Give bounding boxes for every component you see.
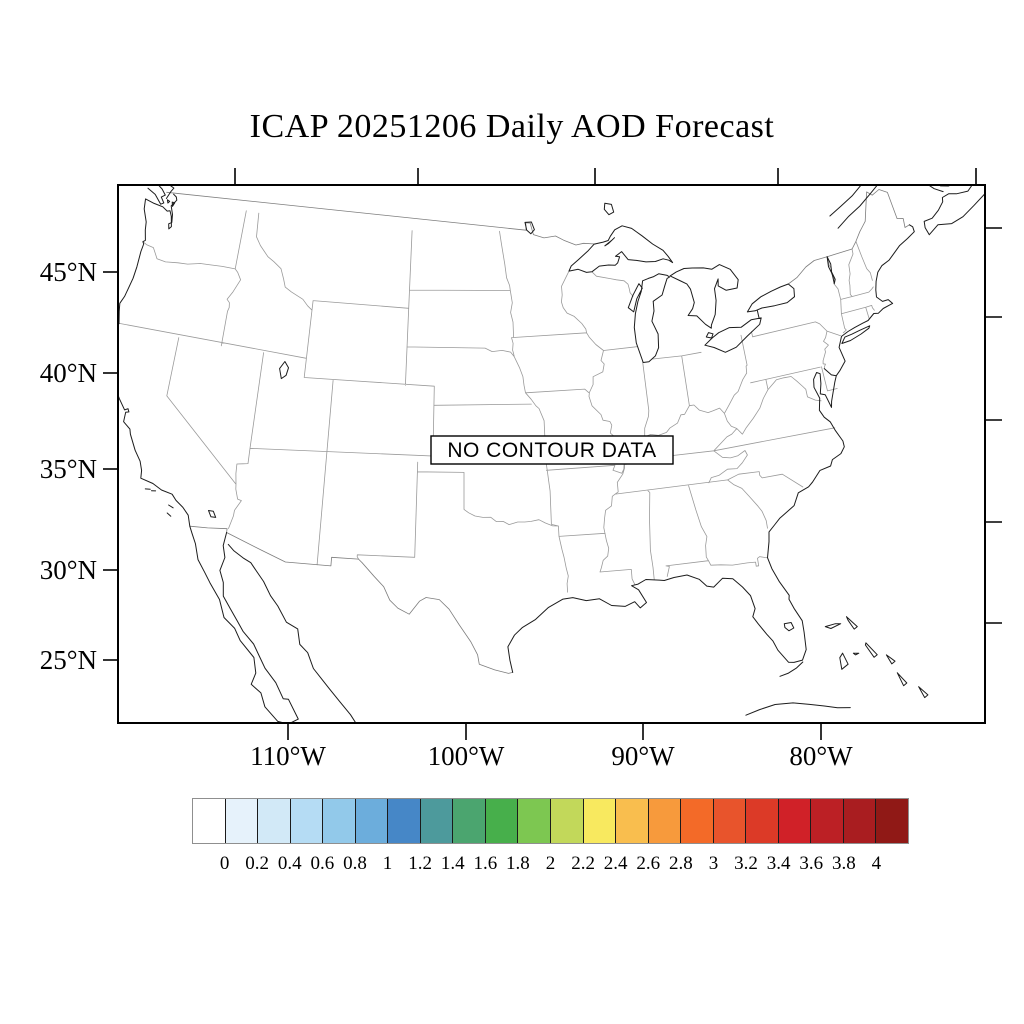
plot-title: ICAP 20251206 Daily AOD Forecast [249, 108, 775, 145]
colorbar-cell-7 [420, 799, 454, 843]
colorbar-cell-11 [551, 799, 584, 843]
colorbar-cell-19 [811, 799, 844, 843]
colorbar-cell-20 [843, 799, 877, 843]
lat-tick-label: 25°N [40, 645, 97, 675]
lon-tick-label: 110°W [250, 741, 326, 771]
colorbar-cell-0 [193, 799, 226, 843]
colorbar-cell-2 [258, 799, 291, 843]
colorbar-tick-label: 2 [545, 853, 556, 874]
lat-tick-label: 30°N [40, 555, 97, 585]
colorbar-cell-16 [713, 799, 747, 843]
colorbar-tick-label: 3.4 [766, 853, 791, 874]
lat-tick-label: 45°N [40, 257, 97, 287]
colorbar-tick-label: 0.6 [310, 853, 335, 874]
lat-tick-label: 35°N [40, 454, 97, 484]
colorbar-tick-label: 0.8 [343, 853, 367, 874]
colorbar-tick-label: 1.4 [440, 853, 465, 874]
colorbar-tick-label: 3.6 [799, 853, 824, 874]
colorbar-tick-label: 1 [382, 853, 393, 874]
colorbar-cell-18 [778, 799, 812, 843]
colorbar-cell-21 [876, 799, 909, 843]
colorbar-cell-14 [648, 799, 682, 843]
colorbar-tick-label: 0.4 [277, 853, 302, 874]
colorbar-cell-3 [290, 799, 324, 843]
state-borders [118, 210, 875, 593]
lon-tick-label: 100°W [428, 741, 505, 771]
coastlines [118, 185, 985, 723]
colorbar-cell-8 [453, 799, 486, 843]
map-frame [117, 184, 986, 724]
colorbar-tick-label: 2.4 [603, 853, 628, 874]
colorbar-cell-6 [388, 799, 421, 843]
colorbar-tick-label: 0.2 [245, 853, 270, 874]
colorbar-tick-label: 2.2 [571, 853, 595, 874]
colorbar-tick-label: 3.8 [831, 853, 856, 874]
lon-tick-label: 90°W [611, 741, 675, 771]
colorbar-tick-label: 3 [708, 853, 719, 874]
colorbar-cell-4 [323, 799, 356, 843]
colorbar-cell-17 [746, 799, 779, 843]
colorbar-tick-label: 1.2 [408, 853, 432, 874]
country-borders [166, 189, 910, 674]
colorbar-tick-label: 2.8 [668, 853, 693, 874]
colorbar-tick-label: 3.2 [734, 853, 758, 874]
colorbar-tick-label: 1.6 [473, 853, 498, 874]
colorbar-tick-label: 4 [871, 853, 882, 874]
colorbar-tick-label: 0 [219, 853, 230, 874]
lon-tick-label: 80°W [789, 741, 853, 771]
no-data-box [430, 435, 674, 465]
colorbar-cell-9 [485, 799, 519, 843]
colorbar-cell-5 [355, 799, 389, 843]
colorbar-tick-label: 1.8 [506, 853, 530, 874]
lat-tick-label: 40°N [40, 358, 97, 388]
colorbar-cell-12 [583, 799, 617, 843]
colorbar-tick-labels: 0 0.2 0.4 0.6 0.8 1 1.2 1.4 1.6 1.8 2 2.2 2.4 2.6 2.8 3… [0, 853, 1024, 877]
no-data-label: NO CONTOUR DATA [447, 439, 656, 462]
colorbar-tick-label: 2.6 [636, 853, 661, 874]
colorbar-cell-13 [616, 799, 649, 843]
colorbar-cell-1 [225, 799, 259, 843]
colorbar [192, 798, 909, 844]
colorbar-cell-10 [518, 799, 552, 843]
colorbar-cell-15 [681, 799, 714, 843]
